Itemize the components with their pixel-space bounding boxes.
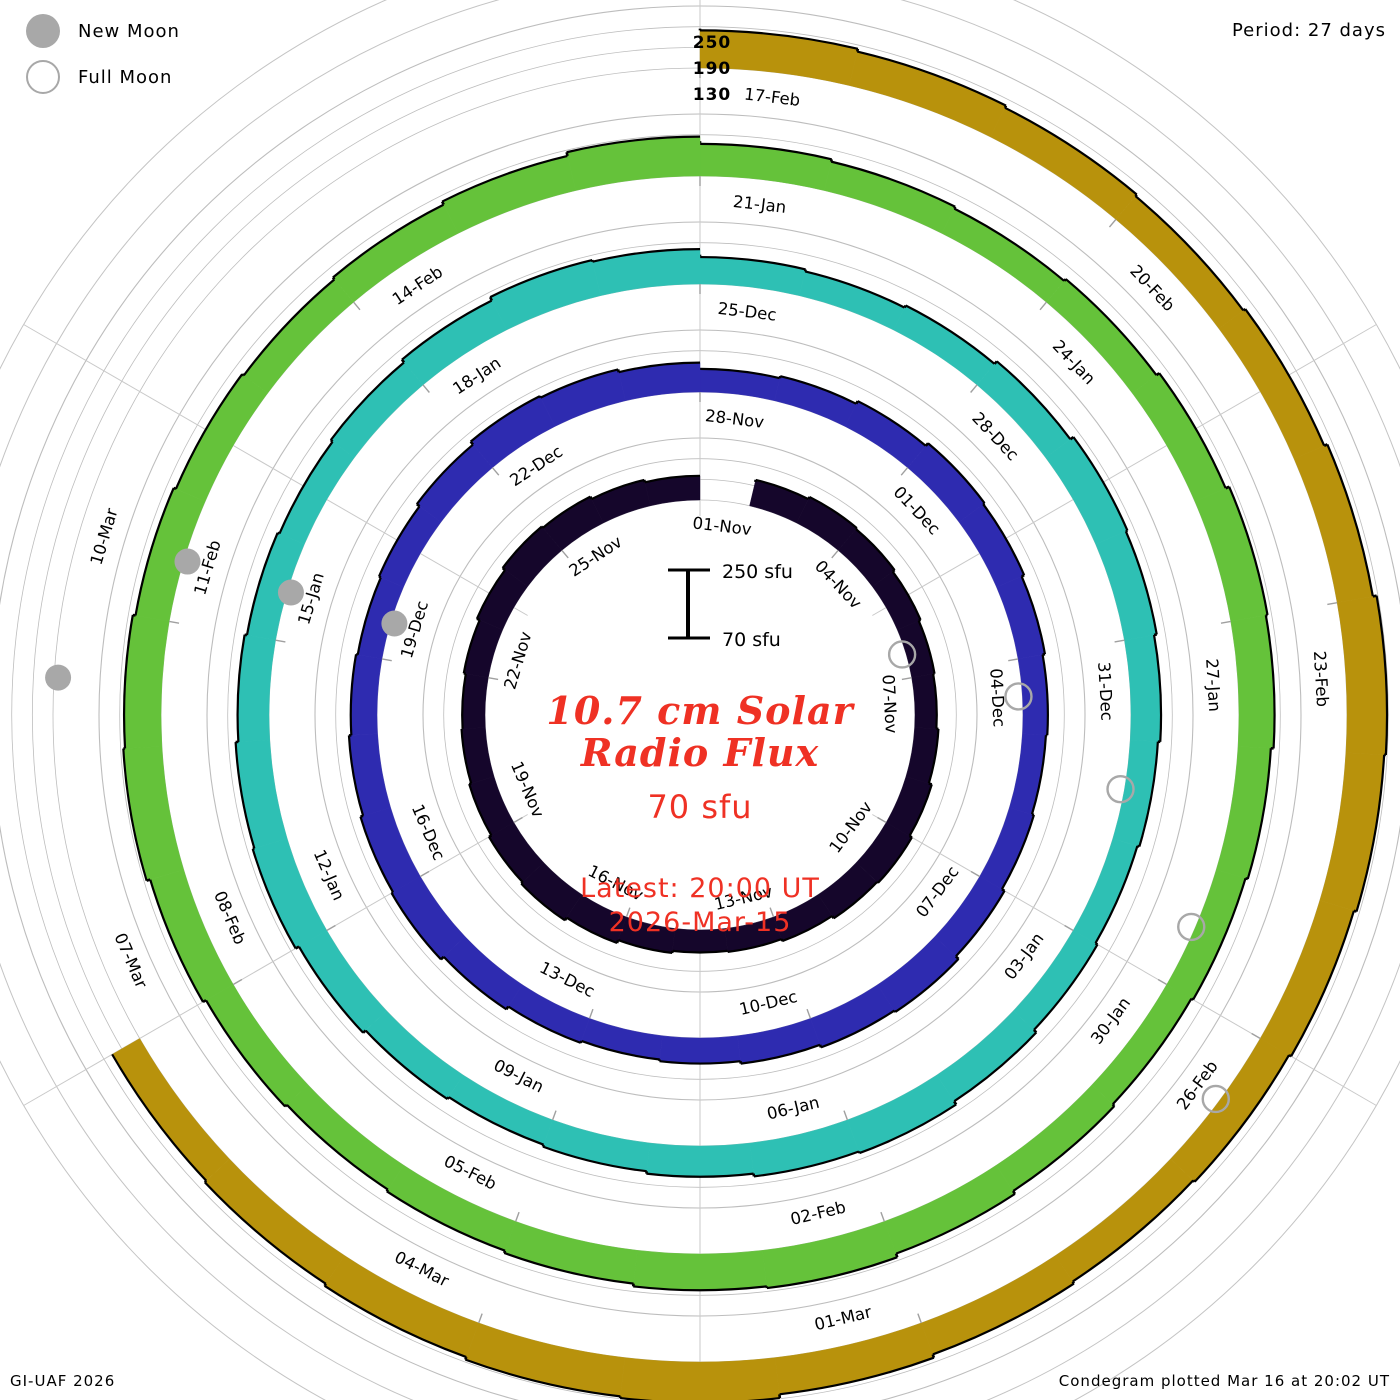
date-label: 07-Mar — [110, 930, 151, 991]
latest-time: Latest: 20:00 UT — [580, 873, 820, 904]
date-label: 01-Mar — [813, 1302, 874, 1334]
date-label: 07-Nov — [878, 674, 900, 734]
legend-item-new-moon: New Moon — [26, 8, 346, 54]
moon-legend: New Moon Full Moon — [26, 8, 346, 100]
new-moon-icon — [26, 14, 60, 48]
date-label: 22-Nov — [500, 629, 535, 691]
date-label: 09-Jan — [491, 1056, 547, 1097]
date-label: 25-Dec — [717, 299, 778, 325]
center-annotation: 10.7 cm Solar Radio Flux 70 sfu Latest: … — [430, 690, 970, 940]
date-label: 04-Mar — [392, 1248, 453, 1291]
date-label: 08-Feb — [210, 888, 250, 947]
date-label: 05-Feb — [441, 1151, 500, 1193]
radial-tick-130: 130 — [692, 85, 732, 105]
date-label: 10-Dec — [737, 987, 799, 1019]
date-label: 04-Dec — [986, 668, 1008, 728]
scale-bar: 250 sfu 70 sfu — [668, 561, 793, 651]
flux-spiral-bands — [111, 28, 1389, 1400]
date-label: 02-Feb — [789, 1197, 848, 1228]
footer-plot-time: Condegram plotted Mar 16 at 20:02 UT — [1058, 1372, 1390, 1390]
radial-axis-ticks: 250 190 130 — [672, 30, 752, 108]
date-label: 28-Nov — [704, 406, 765, 432]
date-label: 31-Dec — [1094, 661, 1116, 721]
date-label: 03-Jan — [1001, 929, 1048, 983]
date-label: 18-Jan — [449, 353, 504, 398]
scalebar-bottom-label: 70 sfu — [722, 629, 781, 651]
full-moon-icon — [26, 60, 60, 94]
legend-label-new-moon: New Moon — [78, 20, 180, 42]
date-label: 30-Jan — [1087, 994, 1134, 1048]
date-label: 23-Feb — [1310, 650, 1332, 707]
footer-credit: GI-UAF 2026 — [10, 1372, 116, 1390]
date-label: 13-Dec — [537, 958, 598, 1001]
chart-title-line1: 10.7 cm Solar — [546, 688, 854, 733]
legend-label-full-moon: Full Moon — [78, 66, 173, 88]
chart-title-line2: Radio Flux — [580, 730, 820, 775]
legend-item-full-moon: Full Moon — [26, 54, 346, 100]
date-label: 06-Jan — [765, 1093, 821, 1124]
moon-phase-markers — [45, 548, 1230, 1114]
date-label: 27-Jan — [1202, 658, 1224, 712]
date-label: 21-Jan — [732, 192, 787, 217]
date-label: 12-Jan — [310, 847, 349, 903]
period-label: Period: 27 days — [1231, 20, 1386, 41]
latest-date: 2026-Mar-15 — [608, 907, 792, 938]
radial-tick-250: 250 — [692, 33, 732, 53]
radial-tick-190: 190 — [692, 59, 732, 79]
date-label: 01-Nov — [692, 513, 753, 539]
current-flux-value: 70 sfu — [647, 788, 753, 826]
scalebar-top-label: 250 sfu — [722, 561, 793, 583]
date-label: 10-Mar — [87, 506, 122, 567]
